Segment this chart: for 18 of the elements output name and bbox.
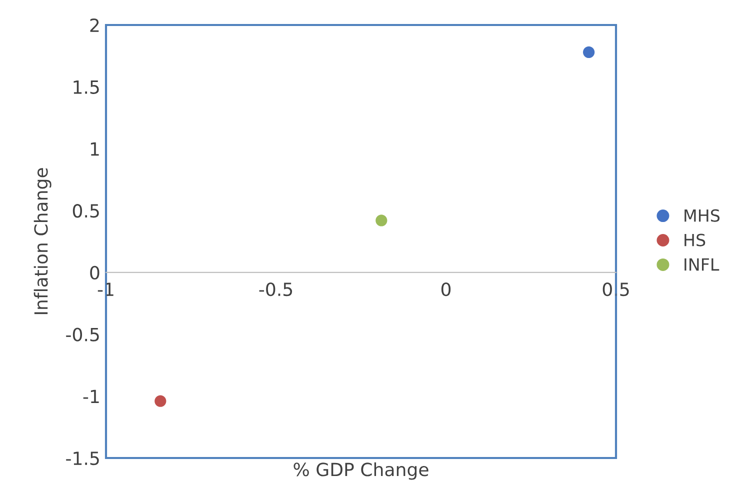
- legend-label: MHS: [684, 209, 720, 222]
- y-tick-label: -1: [83, 390, 99, 404]
- point: [154, 395, 166, 407]
- x-axis-title: % GDP Change: [294, 462, 428, 480]
- legend-label: HS: [684, 234, 706, 246]
- y-tick-label: 2: [90, 18, 99, 32]
- legend-label: INFL: [684, 258, 720, 271]
- y-tick-label: 1: [90, 142, 99, 156]
- y-axis-title: Inflation Change: [34, 168, 52, 314]
- y-tick-label: -1.5: [66, 452, 99, 466]
- x-tick-label: 0: [441, 282, 451, 296]
- y-tick-label: 1.5: [74, 80, 99, 94]
- point: [376, 214, 388, 226]
- point: [582, 46, 595, 58]
- y-tick-label: 0.5: [72, 204, 99, 218]
- y-tick-label: -0.5: [66, 328, 99, 342]
- y-tick-label: 0: [90, 266, 100, 280]
- x-tick-label: -0.5: [259, 282, 292, 296]
